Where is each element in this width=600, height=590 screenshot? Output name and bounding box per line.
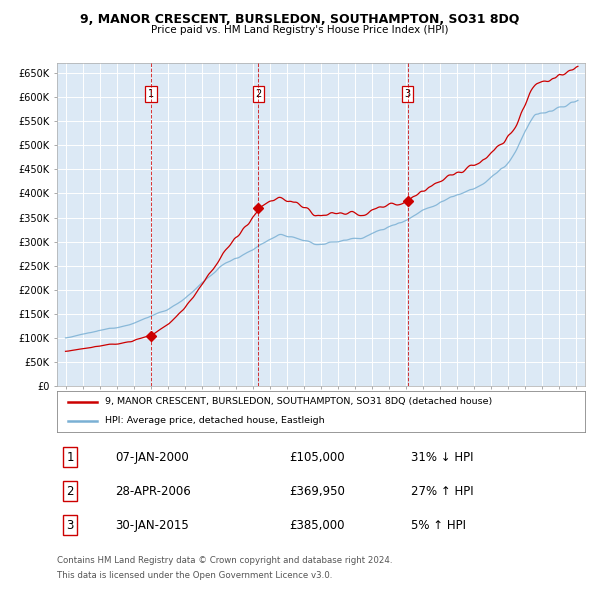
Text: 27% ↑ HPI: 27% ↑ HPI: [411, 485, 473, 498]
Text: 3: 3: [67, 519, 74, 532]
Text: £385,000: £385,000: [289, 519, 345, 532]
Text: 07-JAN-2000: 07-JAN-2000: [115, 451, 189, 464]
Text: 31% ↓ HPI: 31% ↓ HPI: [411, 451, 473, 464]
Text: £369,950: £369,950: [289, 485, 345, 498]
Text: 1: 1: [67, 451, 74, 464]
Text: 5% ↑ HPI: 5% ↑ HPI: [411, 519, 466, 532]
Text: 9, MANOR CRESCENT, BURSLEDON, SOUTHAMPTON, SO31 8DQ: 9, MANOR CRESCENT, BURSLEDON, SOUTHAMPTO…: [80, 13, 520, 26]
Text: Contains HM Land Registry data © Crown copyright and database right 2024.: Contains HM Land Registry data © Crown c…: [57, 556, 392, 565]
Text: HPI: Average price, detached house, Eastleigh: HPI: Average price, detached house, East…: [104, 416, 324, 425]
Text: 2: 2: [256, 89, 262, 99]
Text: 2: 2: [67, 485, 74, 498]
Text: 1: 1: [148, 89, 154, 99]
Text: 9, MANOR CRESCENT, BURSLEDON, SOUTHAMPTON, SO31 8DQ (detached house): 9, MANOR CRESCENT, BURSLEDON, SOUTHAMPTO…: [104, 397, 492, 407]
Text: 28-APR-2006: 28-APR-2006: [115, 485, 191, 498]
Text: £105,000: £105,000: [289, 451, 345, 464]
Text: 3: 3: [404, 89, 410, 99]
Text: Price paid vs. HM Land Registry's House Price Index (HPI): Price paid vs. HM Land Registry's House …: [151, 25, 449, 35]
Text: 30-JAN-2015: 30-JAN-2015: [115, 519, 189, 532]
Text: This data is licensed under the Open Government Licence v3.0.: This data is licensed under the Open Gov…: [57, 571, 332, 579]
